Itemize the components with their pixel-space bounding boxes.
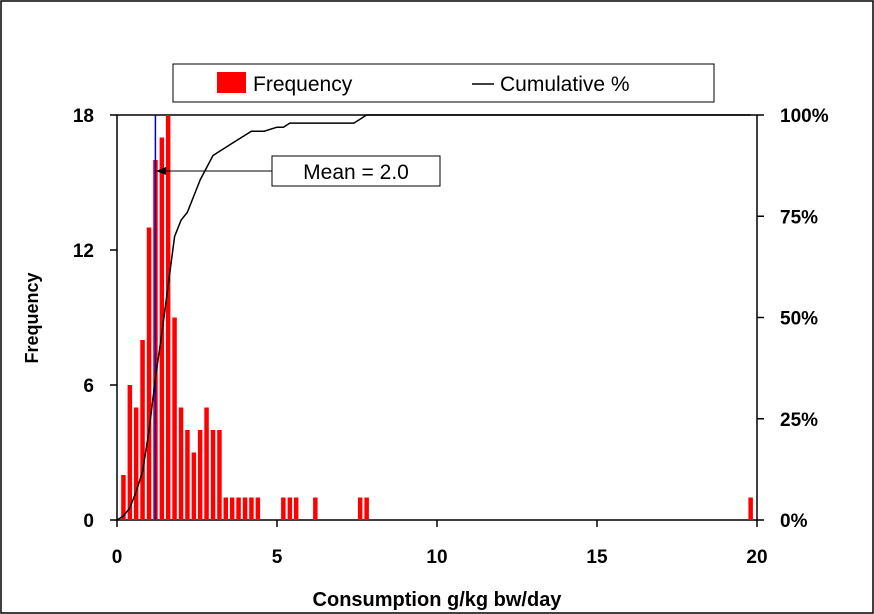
frequency-bar (178, 407, 184, 520)
x-axis-title: Consumption g/kg bw/day (313, 589, 563, 611)
cumulative-line (116, 114, 751, 521)
x-tick-label: 10 (426, 547, 447, 568)
y2-tick-label: 25% (780, 410, 818, 431)
y2-tick-label: 100% (780, 106, 829, 127)
frequency-bar (255, 497, 261, 520)
frequency-bar (357, 497, 363, 520)
legend-bar-label: Frequency (253, 73, 353, 96)
frequency-bar (293, 497, 299, 520)
frequency-bar (127, 385, 133, 520)
frequency-bar (133, 407, 139, 520)
x-tick-label: 15 (586, 547, 608, 568)
y-axis-title: Frequency (22, 272, 42, 363)
x-tick-label: 0 (112, 547, 123, 568)
bottom-axis: 0 5 10 15 20 (112, 520, 768, 568)
frequency-bar (197, 430, 203, 520)
x-tick-label: 5 (272, 547, 283, 568)
frequency-bar (185, 430, 190, 520)
x-tick-label: 20 (746, 547, 767, 568)
legend: Frequency Cumulative % (172, 63, 715, 103)
mean-annotation-box (271, 155, 441, 187)
legend-box (172, 63, 715, 103)
mean-annotation-label: Mean = 2.0 (303, 161, 409, 184)
right-axis: 0% 25% 50% 75% 100% (757, 106, 829, 532)
frequency-bar (146, 227, 152, 520)
frequency-bar (204, 407, 209, 520)
y2-tick-label: 0% (780, 511, 808, 532)
legend-bar-swatch (217, 72, 246, 93)
frequency-bar (313, 497, 318, 520)
frequency-bar (165, 115, 171, 520)
mean-annotation-arrowhead (156, 167, 166, 175)
frequency-bar (748, 497, 753, 520)
y-tick-label: 18 (73, 106, 94, 127)
frequency-bar (236, 497, 241, 520)
left-axis: 0 6 12 18 (73, 106, 117, 532)
line-layer (116, 114, 751, 521)
frequency-bar (191, 452, 197, 520)
frequency-bar (121, 475, 126, 520)
frequency-bar (140, 340, 145, 520)
frequency-bar (172, 317, 177, 520)
frequency-bar (281, 497, 286, 520)
frequency-bar (223, 497, 228, 520)
frequency-bar (242, 497, 248, 520)
frequency-bar (249, 497, 254, 520)
y-tick-label: 6 (83, 376, 94, 397)
y2-tick-label: 75% (780, 207, 818, 228)
frequency-bar (217, 430, 222, 520)
y2-tick-label: 50% (780, 309, 818, 330)
frequency-bar (287, 497, 293, 520)
legend-line-label: Cumulative % (500, 73, 630, 96)
y-tick-label: 0 (83, 511, 94, 532)
frequency-bar (364, 497, 369, 520)
frequency-bar (229, 497, 235, 520)
y-tick-label: 12 (73, 241, 94, 262)
frequency-bar (210, 430, 216, 520)
